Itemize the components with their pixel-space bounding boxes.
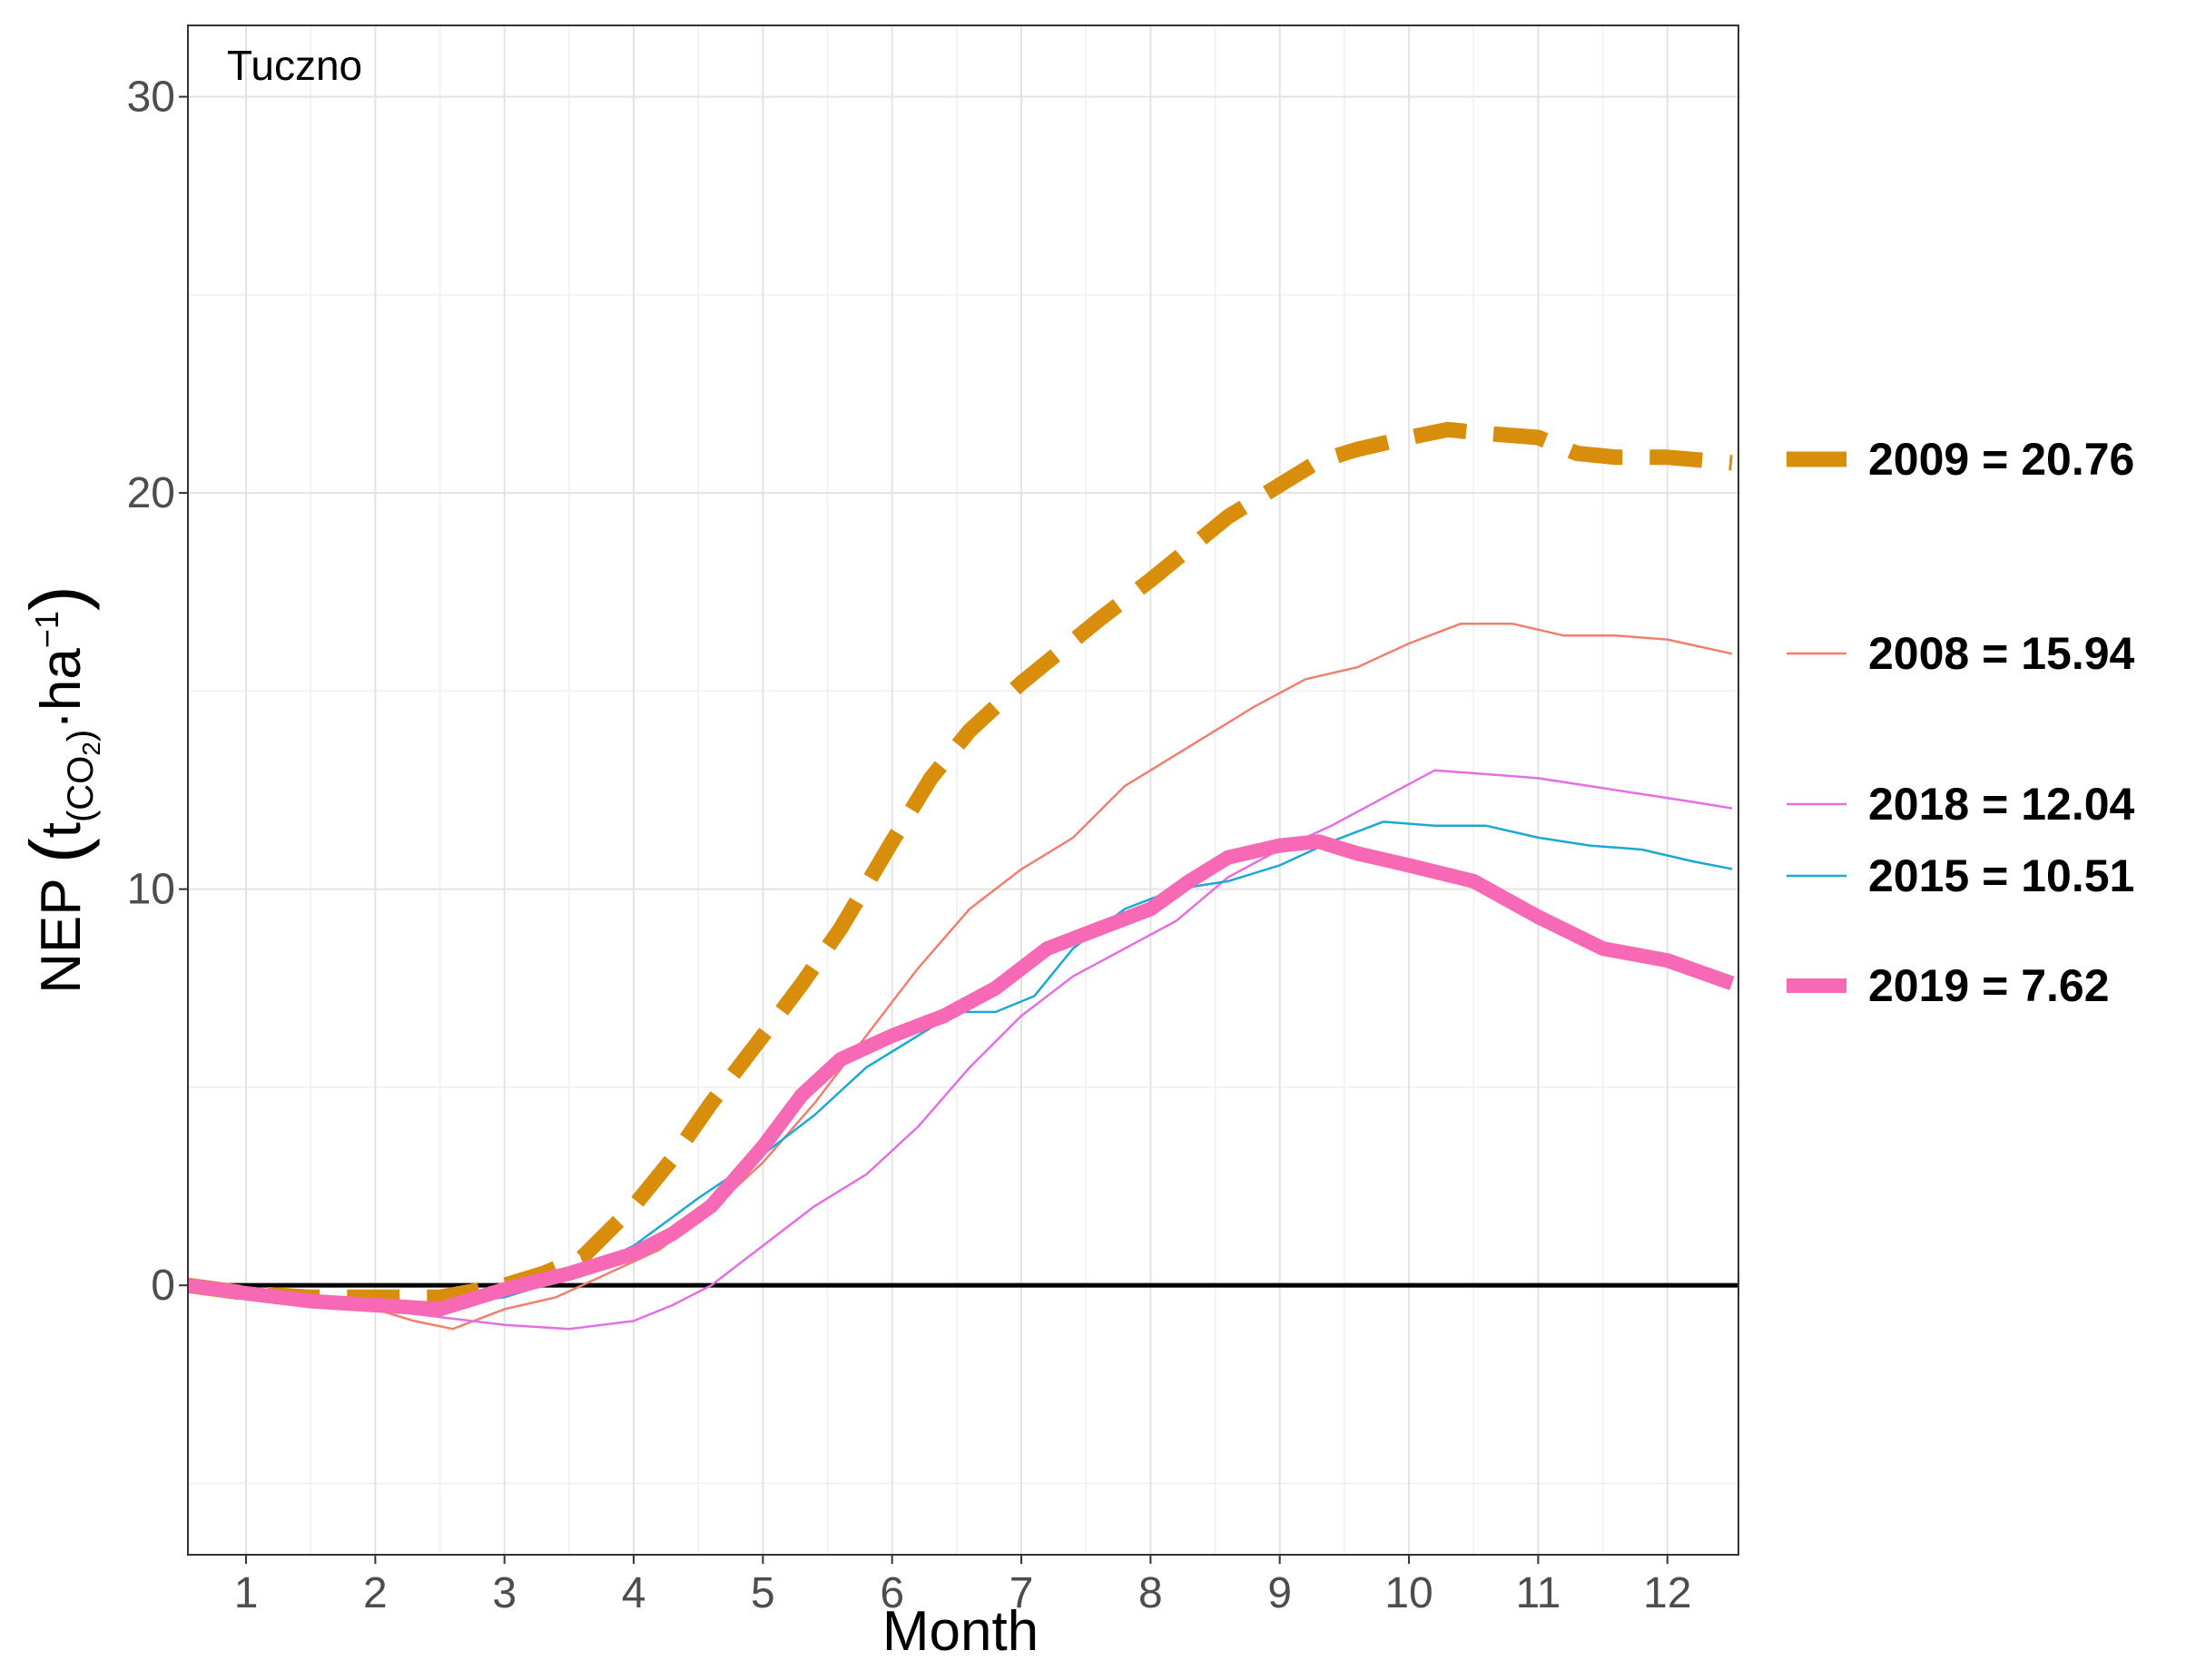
legend-label-2009: 2009 = 20.76 [1868, 434, 2134, 485]
x-tick-label: 5 [751, 1569, 775, 1617]
x-tick-label: 2 [363, 1569, 388, 1617]
x-tick-label: 6 [880, 1569, 904, 1617]
y-tick-label: 0 [151, 1262, 175, 1310]
series-line-2009 [186, 421, 1733, 1305]
x-tick-label: 10 [1384, 1569, 1433, 1617]
x-tick-label: 9 [1267, 1569, 1292, 1617]
y-title-paren-open: ( [15, 838, 100, 863]
legend-label-2019: 2019 = 7.62 [1868, 960, 2110, 1011]
legend-label-2015: 2015 = 10.51 [1868, 850, 2134, 901]
legend: 2008 = 15.94 2018 = 12.04 2015 = 10.51 2009… [1787, 434, 2135, 1011]
y-axis-ticks: 0 10 20 30 [127, 74, 188, 1310]
series-layer [186, 421, 1735, 1331]
x-tick-label: 11 [1515, 1569, 1561, 1617]
minor-gridlines [188, 25, 1738, 1555]
major-gridlines [188, 25, 1738, 1555]
panel-label: Tuczno [227, 42, 362, 89]
y-axis-title: NEP (t(CO2)·ha−1) [15, 585, 105, 994]
svg-text:NEP (t(CO2)·ha−1): NEP (t(CO2)·ha−1) [15, 585, 105, 994]
series-line-2018 [187, 769, 1733, 1331]
y-title-sub-2: 2 [77, 742, 105, 756]
y-title-paren-close: ) [15, 585, 100, 611]
legend-label-2018: 2018 = 12.04 [1868, 779, 2135, 830]
y-title-sub-close: ) [61, 730, 101, 742]
x-tick-label: 1 [234, 1569, 259, 1617]
x-tick-label: 4 [622, 1569, 646, 1617]
x-tick-label: 12 [1643, 1569, 1691, 1617]
y-title-t: t [30, 822, 93, 838]
y-title-sup: −1 [28, 611, 65, 648]
y-title-main: NEP [30, 863, 93, 994]
series-line-2019 [186, 834, 1735, 1317]
x-tick-label: 7 [1009, 1569, 1034, 1617]
y-title-mid: ·ha [30, 648, 93, 730]
legend-label-2008: 2008 = 15.94 [1868, 628, 2135, 679]
x-tick-label: 3 [492, 1569, 517, 1617]
y-tick-label: 20 [127, 469, 175, 517]
x-axis-title: Month [882, 1600, 1039, 1663]
x-axis-ticks: 1 2 3 4 5 6 7 8 9 10 11 12 [234, 1555, 1691, 1617]
x-tick-label: 8 [1138, 1569, 1163, 1617]
plot-panel-border [187, 25, 1739, 1556]
series-line-2008 [187, 622, 1733, 1331]
y-tick-label: 30 [127, 74, 175, 122]
y-tick-label: 10 [127, 866, 175, 914]
y-title-sub-open: (CO [61, 756, 101, 822]
